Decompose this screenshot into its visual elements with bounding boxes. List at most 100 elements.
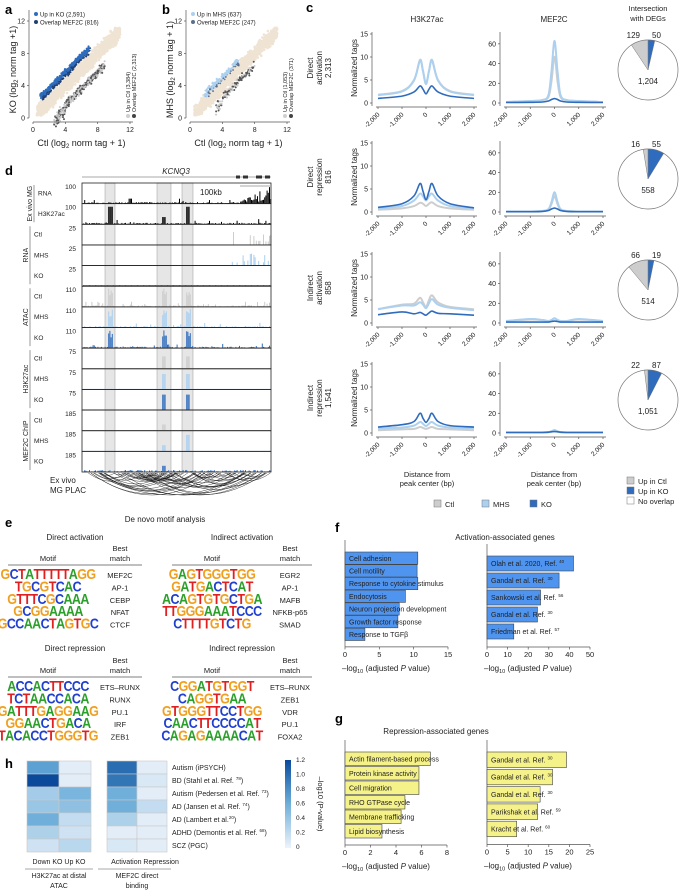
signal-bar [182,200,184,204]
data-point-down [98,64,101,67]
data-point-up [83,53,86,56]
track-scale: 100 [65,205,76,212]
y-tick-label: 10 [360,55,368,62]
data-point-down [216,100,219,103]
data-point [76,66,80,69]
data-point [223,83,227,87]
y-tick-label: 5 [364,298,368,305]
data-point-overlap [66,72,69,75]
signal-bar [251,253,252,266]
data-point [63,83,66,87]
pie-label-ko: 50 [652,31,661,40]
y-tick-label: 0 [364,321,368,328]
data-point-down [89,80,92,83]
signal-bar [267,192,269,204]
data-point-down [234,86,237,89]
data-point [205,99,209,102]
data-point-down [93,73,96,76]
row-label: Direct [306,166,315,188]
x-tick-label: 0 [422,111,430,119]
y-axis-label: MHS (log2 norm tag + 1) [165,21,177,118]
data-point [64,77,68,80]
data-point [94,48,98,52]
data-point-down [63,103,66,106]
signal-bar [186,206,188,225]
y-axis-label: Normalized tags [350,148,359,206]
track-scale: 100 [65,184,76,191]
legend-marker [283,114,287,118]
x-tick-label: -2,000 [491,111,509,129]
data-point [85,63,89,66]
data-point [260,45,263,49]
data-point-down [241,76,244,79]
signal-bar [236,262,238,266]
signal-bar [108,206,110,225]
data-point [250,54,253,57]
x-tick-label: 8 [253,127,257,134]
data-point [113,32,117,36]
data-point-up [231,63,234,66]
data-point-down [226,90,229,93]
y-tick-label: 0 [492,431,496,438]
data-point-overlap [59,80,62,83]
x-axis-label-part: norm tag + 1) [226,138,282,148]
data-point-down [240,78,243,81]
signal-bar [258,219,260,225]
data-point-up [42,91,46,94]
y-tick-label: 20 [488,301,496,308]
signal-bar [242,255,244,266]
data-point-down [94,71,97,74]
signal-bar [93,200,95,204]
data-point-down [65,98,68,101]
data-point-down [237,79,240,82]
panel-label: a [5,2,13,17]
data-point [269,35,273,38]
signal-bar [265,195,267,204]
x-tick-label: -2,000 [363,331,381,349]
signal-bar [129,198,131,204]
data-point [104,42,108,45]
data-point-overlap [41,98,44,101]
data-point [241,68,245,71]
data-point-overlap [83,56,85,59]
data-point-down [53,118,56,121]
data-point [83,68,87,72]
data-point-down [73,94,76,97]
data-point [64,87,68,91]
data-point [272,38,275,41]
data-point-overlap [86,54,88,56]
legend-marker [132,114,136,118]
data-point-down [98,70,101,73]
data-point [197,113,201,116]
data-point-down [53,122,56,125]
data-point [256,45,260,49]
signal-bar [109,206,111,225]
data-point [105,39,109,43]
data-point [260,54,263,58]
data-point-down [94,77,97,80]
y-axis-label: Normalized tags [350,259,359,317]
data-point [98,48,101,52]
y-tick-label: 20 [488,411,496,418]
data-point [93,57,97,60]
data-point [40,103,43,107]
data-point [199,108,203,111]
x-tick-label: 2,000 [461,441,478,458]
signal-bar [258,240,260,245]
signal-bar [263,199,264,204]
signal-bar [245,200,246,204]
legend-marker [34,12,38,16]
data-point-down [228,87,231,90]
y-tick-label: 20 [488,190,496,197]
data-point [63,79,67,83]
data-point [68,82,71,85]
signal-bar [163,217,165,225]
data-point [97,54,100,58]
y-tick-label: 5 [364,408,368,415]
data-point-down [58,114,61,117]
